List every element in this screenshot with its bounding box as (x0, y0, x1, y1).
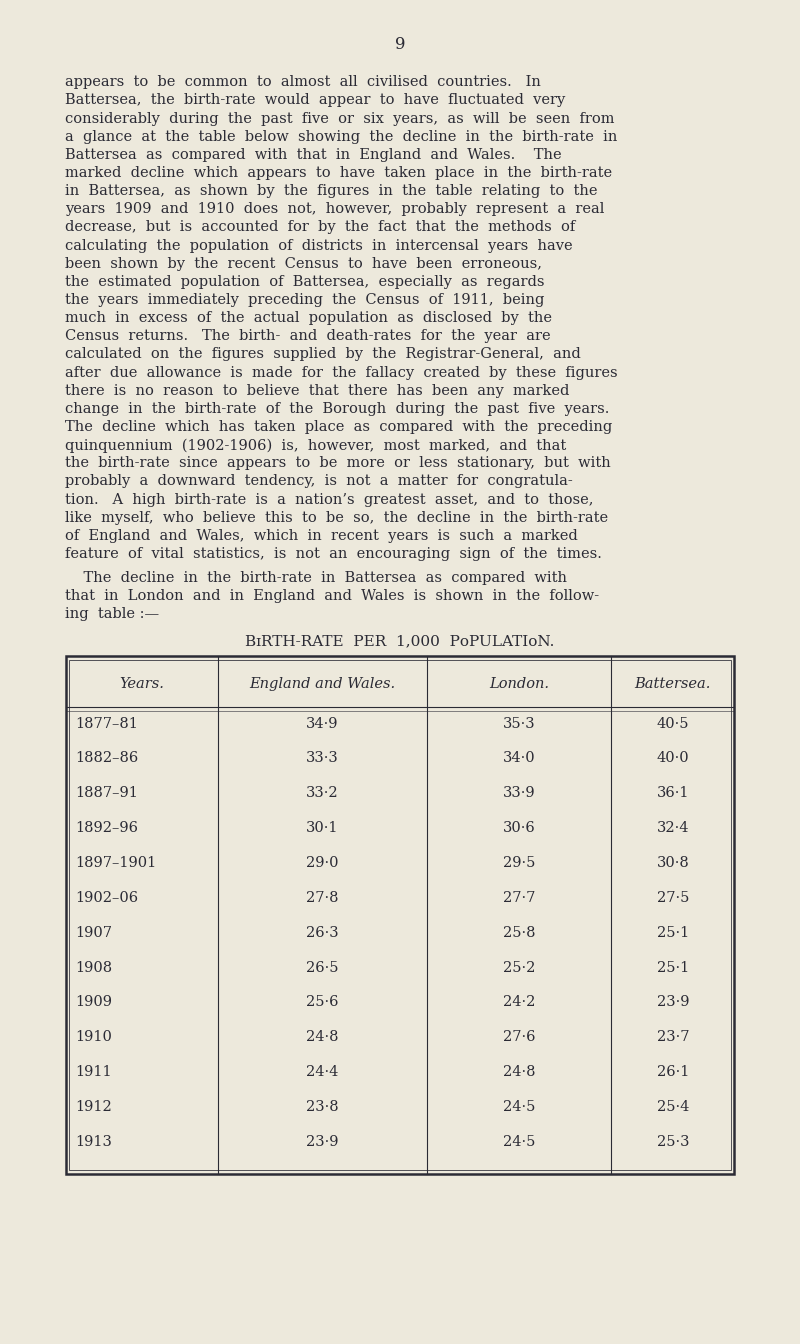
Text: 24·8: 24·8 (503, 1064, 535, 1079)
Text: 9: 9 (394, 36, 406, 54)
Text: Battersea,  the  birth-rate  would  appear  to  have  fluctuated  very: Battersea, the birth-rate would appear t… (65, 94, 565, 108)
Text: the  years  immediately  preceding  the  Census  of  1911,  being: the years immediately preceding the Cens… (65, 293, 544, 306)
Text: 24·5: 24·5 (503, 1134, 535, 1149)
Text: London.: London. (490, 677, 550, 691)
Text: Years.: Years. (119, 677, 164, 691)
Text: the  estimated  population  of  Battersea,  especially  as  regards: the estimated population of Battersea, e… (65, 274, 544, 289)
Text: 1887–91: 1887–91 (75, 786, 138, 800)
Text: been  shown  by  the  recent  Census  to  have  been  erroneous,: been shown by the recent Census to have … (65, 257, 542, 270)
Text: 34·9: 34·9 (306, 716, 338, 731)
Bar (69, 660, 731, 1171)
Text: calculating  the  population  of  districts  in  intercensal  years  have: calculating the population of districts … (65, 238, 573, 253)
Text: 26·1: 26·1 (657, 1064, 689, 1079)
Text: much  in  excess  of  the  actual  population  as  disclosed  by  the: much in excess of the actual population … (65, 310, 552, 325)
Text: 26·3: 26·3 (306, 926, 338, 939)
Text: BɪRTH-RATE  PER  1,000  PᴏPULATIᴏN.: BɪRTH-RATE PER 1,000 PᴏPULATIᴏN. (246, 634, 554, 648)
Text: 25·1: 25·1 (657, 961, 689, 974)
Text: 29·5: 29·5 (503, 856, 535, 870)
Text: 23·8: 23·8 (306, 1099, 338, 1114)
Text: calculated  on  the  figures  supplied  by  the  Registrar-General,  and: calculated on the figures supplied by th… (65, 347, 581, 362)
Text: Battersea.: Battersea. (634, 677, 711, 691)
Text: there  is  no  reason  to  believe  that  there  has  been  any  marked: there is no reason to believe that there… (65, 383, 569, 398)
Text: 1908: 1908 (75, 961, 112, 974)
Text: 32·4: 32·4 (657, 821, 689, 835)
Text: 27·7: 27·7 (503, 891, 535, 905)
Text: like  myself,  who  believe  this  to  be  so,  the  decline  in  the  birth-rat: like myself, who believe this to be so, … (65, 511, 608, 524)
Text: 29·0: 29·0 (306, 856, 338, 870)
Text: 1882–86: 1882–86 (75, 751, 138, 766)
Text: 1912: 1912 (75, 1099, 112, 1114)
Text: 1902–06: 1902–06 (75, 891, 138, 905)
Text: 23·7: 23·7 (657, 1031, 689, 1044)
Text: 36·1: 36·1 (657, 786, 689, 800)
Text: 27·6: 27·6 (503, 1031, 535, 1044)
Text: 24·8: 24·8 (306, 1031, 338, 1044)
Text: a  glance  at  the  table  below  showing  the  decline  in  the  birth-rate  in: a glance at the table below showing the … (65, 130, 617, 144)
Text: 25·1: 25·1 (657, 926, 689, 939)
Text: Census  returns.   The  birth-  and  death-rates  for  the  year  are: Census returns. The birth- and death-rat… (65, 329, 550, 343)
Text: years  1909  and  1910  does  not,  however,  probably  represent  a  real: years 1909 and 1910 does not, however, p… (65, 202, 604, 216)
Text: ing  table :—: ing table :— (65, 607, 159, 621)
Text: 24·4: 24·4 (306, 1064, 338, 1079)
Text: 23·9: 23·9 (306, 1134, 338, 1149)
Text: of  England  and  Wales,  which  in  recent  years  is  such  a  marked: of England and Wales, which in recent ye… (65, 528, 578, 543)
Text: feature  of  vital  statistics,  is  not  an  encouraging  sign  of  the  times.: feature of vital statistics, is not an e… (65, 547, 602, 560)
Text: 30·1: 30·1 (306, 821, 338, 835)
Text: The  decline  which  has  taken  place  as  compared  with  the  preceding: The decline which has taken place as com… (65, 419, 612, 434)
Text: 1897–1901: 1897–1901 (75, 856, 157, 870)
Text: 33·9: 33·9 (503, 786, 535, 800)
Text: 25·6: 25·6 (306, 996, 338, 1009)
Text: England and Wales.: England and Wales. (250, 677, 395, 691)
Text: after  due  allowance  is  made  for  the  fallacy  created  by  these  figures: after due allowance is made for the fall… (65, 366, 618, 379)
Text: 25·4: 25·4 (657, 1099, 689, 1114)
Text: 24·2: 24·2 (503, 996, 535, 1009)
Text: 30·8: 30·8 (657, 856, 689, 870)
Text: 33·3: 33·3 (306, 751, 338, 766)
Text: The  decline  in  the  birth-rate  in  Battersea  as  compared  with: The decline in the birth-rate in Batters… (65, 571, 566, 585)
Text: 34·0: 34·0 (503, 751, 535, 766)
Text: 1911: 1911 (75, 1064, 112, 1079)
Text: 26·5: 26·5 (306, 961, 338, 974)
Text: 25·3: 25·3 (657, 1134, 689, 1149)
Text: 1909: 1909 (75, 996, 112, 1009)
Text: 1907: 1907 (75, 926, 112, 939)
Text: in  Battersea,  as  shown  by  the  figures  in  the  table  relating  to  the: in Battersea, as shown by the figures in… (65, 184, 598, 198)
Text: 25·2: 25·2 (503, 961, 535, 974)
Text: 1913: 1913 (75, 1134, 112, 1149)
Text: tion.   A  high  birth-rate  is  a  nation’s  greatest  asset,  and  to  those,: tion. A high birth-rate is a nation’s gr… (65, 492, 594, 507)
Text: 33·2: 33·2 (306, 786, 338, 800)
Text: 30·6: 30·6 (503, 821, 535, 835)
Text: appears  to  be  common  to  almost  all  civilised  countries.   In: appears to be common to almost all civil… (65, 75, 541, 89)
Text: 40·0: 40·0 (657, 751, 689, 766)
Text: marked  decline  which  appears  to  have  taken  place  in  the  birth-rate: marked decline which appears to have tak… (65, 165, 612, 180)
Text: 35·3: 35·3 (503, 716, 535, 731)
Text: the  birth-rate  since  appears  to  be  more  or  less  stationary,  but  with: the birth-rate since appears to be more … (65, 456, 610, 470)
Text: 1910: 1910 (75, 1031, 112, 1044)
Text: that  in  London  and  in  England  and  Wales  is  shown  in  the  follow-: that in London and in England and Wales … (65, 589, 599, 602)
Text: 1892–96: 1892–96 (75, 821, 138, 835)
Text: 24·5: 24·5 (503, 1099, 535, 1114)
Bar (66, 656, 734, 1175)
Text: Battersea  as  compared  with  that  in  England  and  Wales.    The: Battersea as compared with that in Engla… (65, 148, 562, 161)
Text: 27·5: 27·5 (657, 891, 689, 905)
Text: considerably  during  the  past  five  or  six  years,  as  will  be  seen  from: considerably during the past five or six… (65, 112, 614, 125)
Text: probably  a  downward  tendency,  is  not  a  matter  for  congratula-: probably a downward tendency, is not a m… (65, 474, 573, 488)
Text: decrease,  but  is  accounted  for  by  the  fact  that  the  methods  of: decrease, but is accounted for by the fa… (65, 220, 575, 234)
Text: 23·9: 23·9 (657, 996, 689, 1009)
Text: 25·8: 25·8 (503, 926, 535, 939)
Text: 40·5: 40·5 (657, 716, 689, 731)
Text: 1877–81: 1877–81 (75, 716, 138, 731)
Text: 27·8: 27·8 (306, 891, 338, 905)
Text: change  in  the  birth-rate  of  the  Borough  during  the  past  five  years.: change in the birth-rate of the Borough … (65, 402, 609, 415)
Text: quinquennium  (1902-1906)  is,  however,  most  marked,  and  that: quinquennium (1902-1906) is, however, mo… (65, 438, 566, 453)
